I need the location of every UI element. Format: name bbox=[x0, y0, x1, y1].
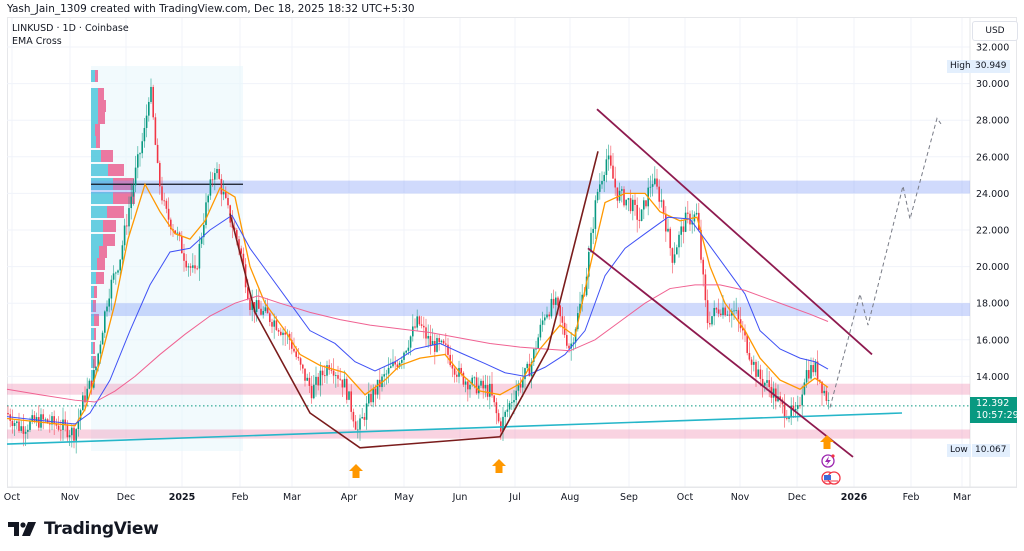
event-markers[interactable] bbox=[821, 454, 841, 485]
time-tick: Mar bbox=[953, 492, 971, 503]
symbol-label[interactable]: LINKUSD · 1D · Coinbase bbox=[12, 23, 129, 34]
price-tick: 26.000 bbox=[976, 152, 1009, 163]
ema-mid-line bbox=[6, 214, 829, 425]
volume-profile-area bbox=[91, 66, 243, 451]
up-arrow-icon[interactable] bbox=[820, 435, 834, 449]
candles bbox=[7, 78, 830, 454]
price-tick: 28.000 bbox=[976, 116, 1009, 127]
low-label: Low bbox=[947, 444, 971, 457]
volume-profile bbox=[91, 70, 135, 382]
time-tick: Jun bbox=[452, 492, 468, 503]
time-tick: Mar bbox=[283, 492, 301, 503]
tradingview-logo-icon bbox=[8, 522, 36, 536]
chart-credit: Yash_Jain_1309 created with TradingView.… bbox=[7, 3, 415, 15]
chart-legend: LINKUSD · 1D · Coinbase EMA Cross bbox=[12, 22, 129, 48]
time-tick: 2026 bbox=[841, 492, 868, 503]
time-tick: Oct bbox=[677, 492, 694, 503]
price-tick: 20.000 bbox=[976, 262, 1009, 273]
resistance-zone[interactable] bbox=[91, 180, 970, 194]
logo-text: TradingView bbox=[44, 519, 159, 539]
price-tick: 14.000 bbox=[976, 372, 1009, 383]
time-tick: Aug bbox=[561, 492, 580, 503]
time-tick: Dec bbox=[117, 492, 135, 503]
ema-slow-line bbox=[6, 284, 829, 403]
channel-lower-line[interactable] bbox=[587, 247, 854, 458]
price-tick: 24.000 bbox=[976, 189, 1009, 200]
indicator-label[interactable]: EMA Cross bbox=[12, 36, 62, 47]
time-tick: Dec bbox=[788, 492, 806, 503]
time-tick: Feb bbox=[232, 492, 249, 503]
price-tick: 30.000 bbox=[976, 79, 1009, 90]
time-tick: 2025 bbox=[169, 492, 195, 503]
tradingview-logo[interactable]: TradingView bbox=[8, 519, 159, 539]
time-tick: Apr bbox=[341, 492, 358, 503]
rounded-bottom-pattern[interactable] bbox=[229, 151, 599, 449]
time-tick: Feb bbox=[903, 492, 920, 503]
price-tick: 22.000 bbox=[976, 226, 1009, 237]
support-trendline[interactable] bbox=[6, 412, 903, 445]
support-zone[interactable] bbox=[7, 383, 970, 395]
support-zone[interactable] bbox=[7, 429, 970, 439]
time-tick: Nov bbox=[61, 492, 80, 503]
last-price-badge: 12.392 10:57:29 bbox=[970, 397, 1019, 423]
price-tick: 32.000 bbox=[976, 43, 1009, 54]
time-tick: Sep bbox=[620, 492, 638, 503]
up-arrow-icon[interactable] bbox=[492, 459, 506, 473]
high-value: 30.949 bbox=[972, 60, 1010, 73]
high-label: High bbox=[947, 60, 974, 73]
time-tick: Nov bbox=[731, 492, 750, 503]
time-tick: Jul bbox=[508, 492, 520, 503]
time-tick: May bbox=[394, 492, 414, 503]
price-tick: 16.000 bbox=[976, 335, 1009, 346]
time-tick: Oct bbox=[4, 492, 21, 503]
channel-upper-line[interactable] bbox=[596, 108, 873, 356]
bar-countdown: 10:57:29 bbox=[976, 410, 1019, 421]
up-arrow-icon[interactable] bbox=[349, 464, 363, 478]
price-tick: 18.000 bbox=[976, 299, 1009, 310]
currency-button[interactable]: USD bbox=[972, 21, 1018, 41]
projection-path[interactable] bbox=[829, 117, 942, 408]
low-value: 10.067 bbox=[972, 444, 1010, 457]
last-price: 12.392 bbox=[976, 398, 1010, 409]
